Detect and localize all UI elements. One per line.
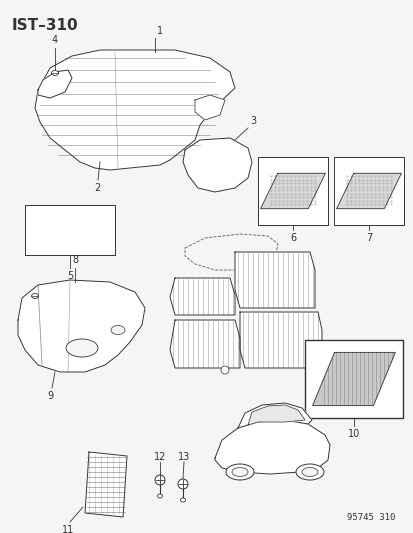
- Ellipse shape: [66, 339, 98, 357]
- Polygon shape: [195, 95, 224, 120]
- Text: 95745 310: 95745 310: [346, 513, 394, 522]
- Text: 8: 8: [72, 255, 78, 265]
- Ellipse shape: [295, 464, 323, 480]
- Ellipse shape: [231, 467, 247, 477]
- Ellipse shape: [178, 479, 188, 489]
- Polygon shape: [38, 70, 72, 98]
- Text: 3: 3: [249, 116, 256, 126]
- Polygon shape: [183, 138, 252, 192]
- Bar: [304, 340, 402, 418]
- Bar: [333, 157, 403, 225]
- Text: 12: 12: [154, 452, 166, 462]
- Ellipse shape: [157, 494, 162, 498]
- Polygon shape: [25, 205, 115, 255]
- Text: 10: 10: [347, 429, 359, 439]
- Polygon shape: [170, 278, 235, 315]
- Text: 2: 2: [94, 183, 100, 193]
- Ellipse shape: [31, 294, 38, 298]
- Ellipse shape: [180, 498, 185, 502]
- Polygon shape: [214, 420, 329, 474]
- Polygon shape: [240, 312, 321, 368]
- Text: IST–310: IST–310: [12, 18, 78, 33]
- Polygon shape: [18, 280, 145, 372]
- Polygon shape: [247, 405, 304, 425]
- Text: 7: 7: [365, 233, 371, 243]
- Polygon shape: [85, 452, 127, 517]
- Text: 1: 1: [157, 26, 163, 36]
- Text: 5: 5: [67, 271, 73, 281]
- Text: 4: 4: [52, 35, 58, 45]
- Bar: [257, 157, 327, 225]
- Polygon shape: [237, 403, 311, 428]
- Polygon shape: [35, 50, 235, 170]
- Text: 9: 9: [47, 391, 53, 401]
- Ellipse shape: [111, 326, 125, 335]
- Polygon shape: [312, 352, 394, 406]
- Polygon shape: [260, 173, 325, 209]
- Text: 11: 11: [62, 525, 74, 533]
- Polygon shape: [336, 173, 400, 209]
- Ellipse shape: [154, 475, 165, 485]
- Ellipse shape: [221, 366, 228, 374]
- Text: 6: 6: [289, 233, 295, 243]
- Ellipse shape: [301, 467, 317, 477]
- Polygon shape: [170, 320, 240, 368]
- Polygon shape: [235, 252, 314, 308]
- Ellipse shape: [225, 464, 254, 480]
- Ellipse shape: [51, 70, 58, 76]
- Text: 13: 13: [178, 452, 190, 462]
